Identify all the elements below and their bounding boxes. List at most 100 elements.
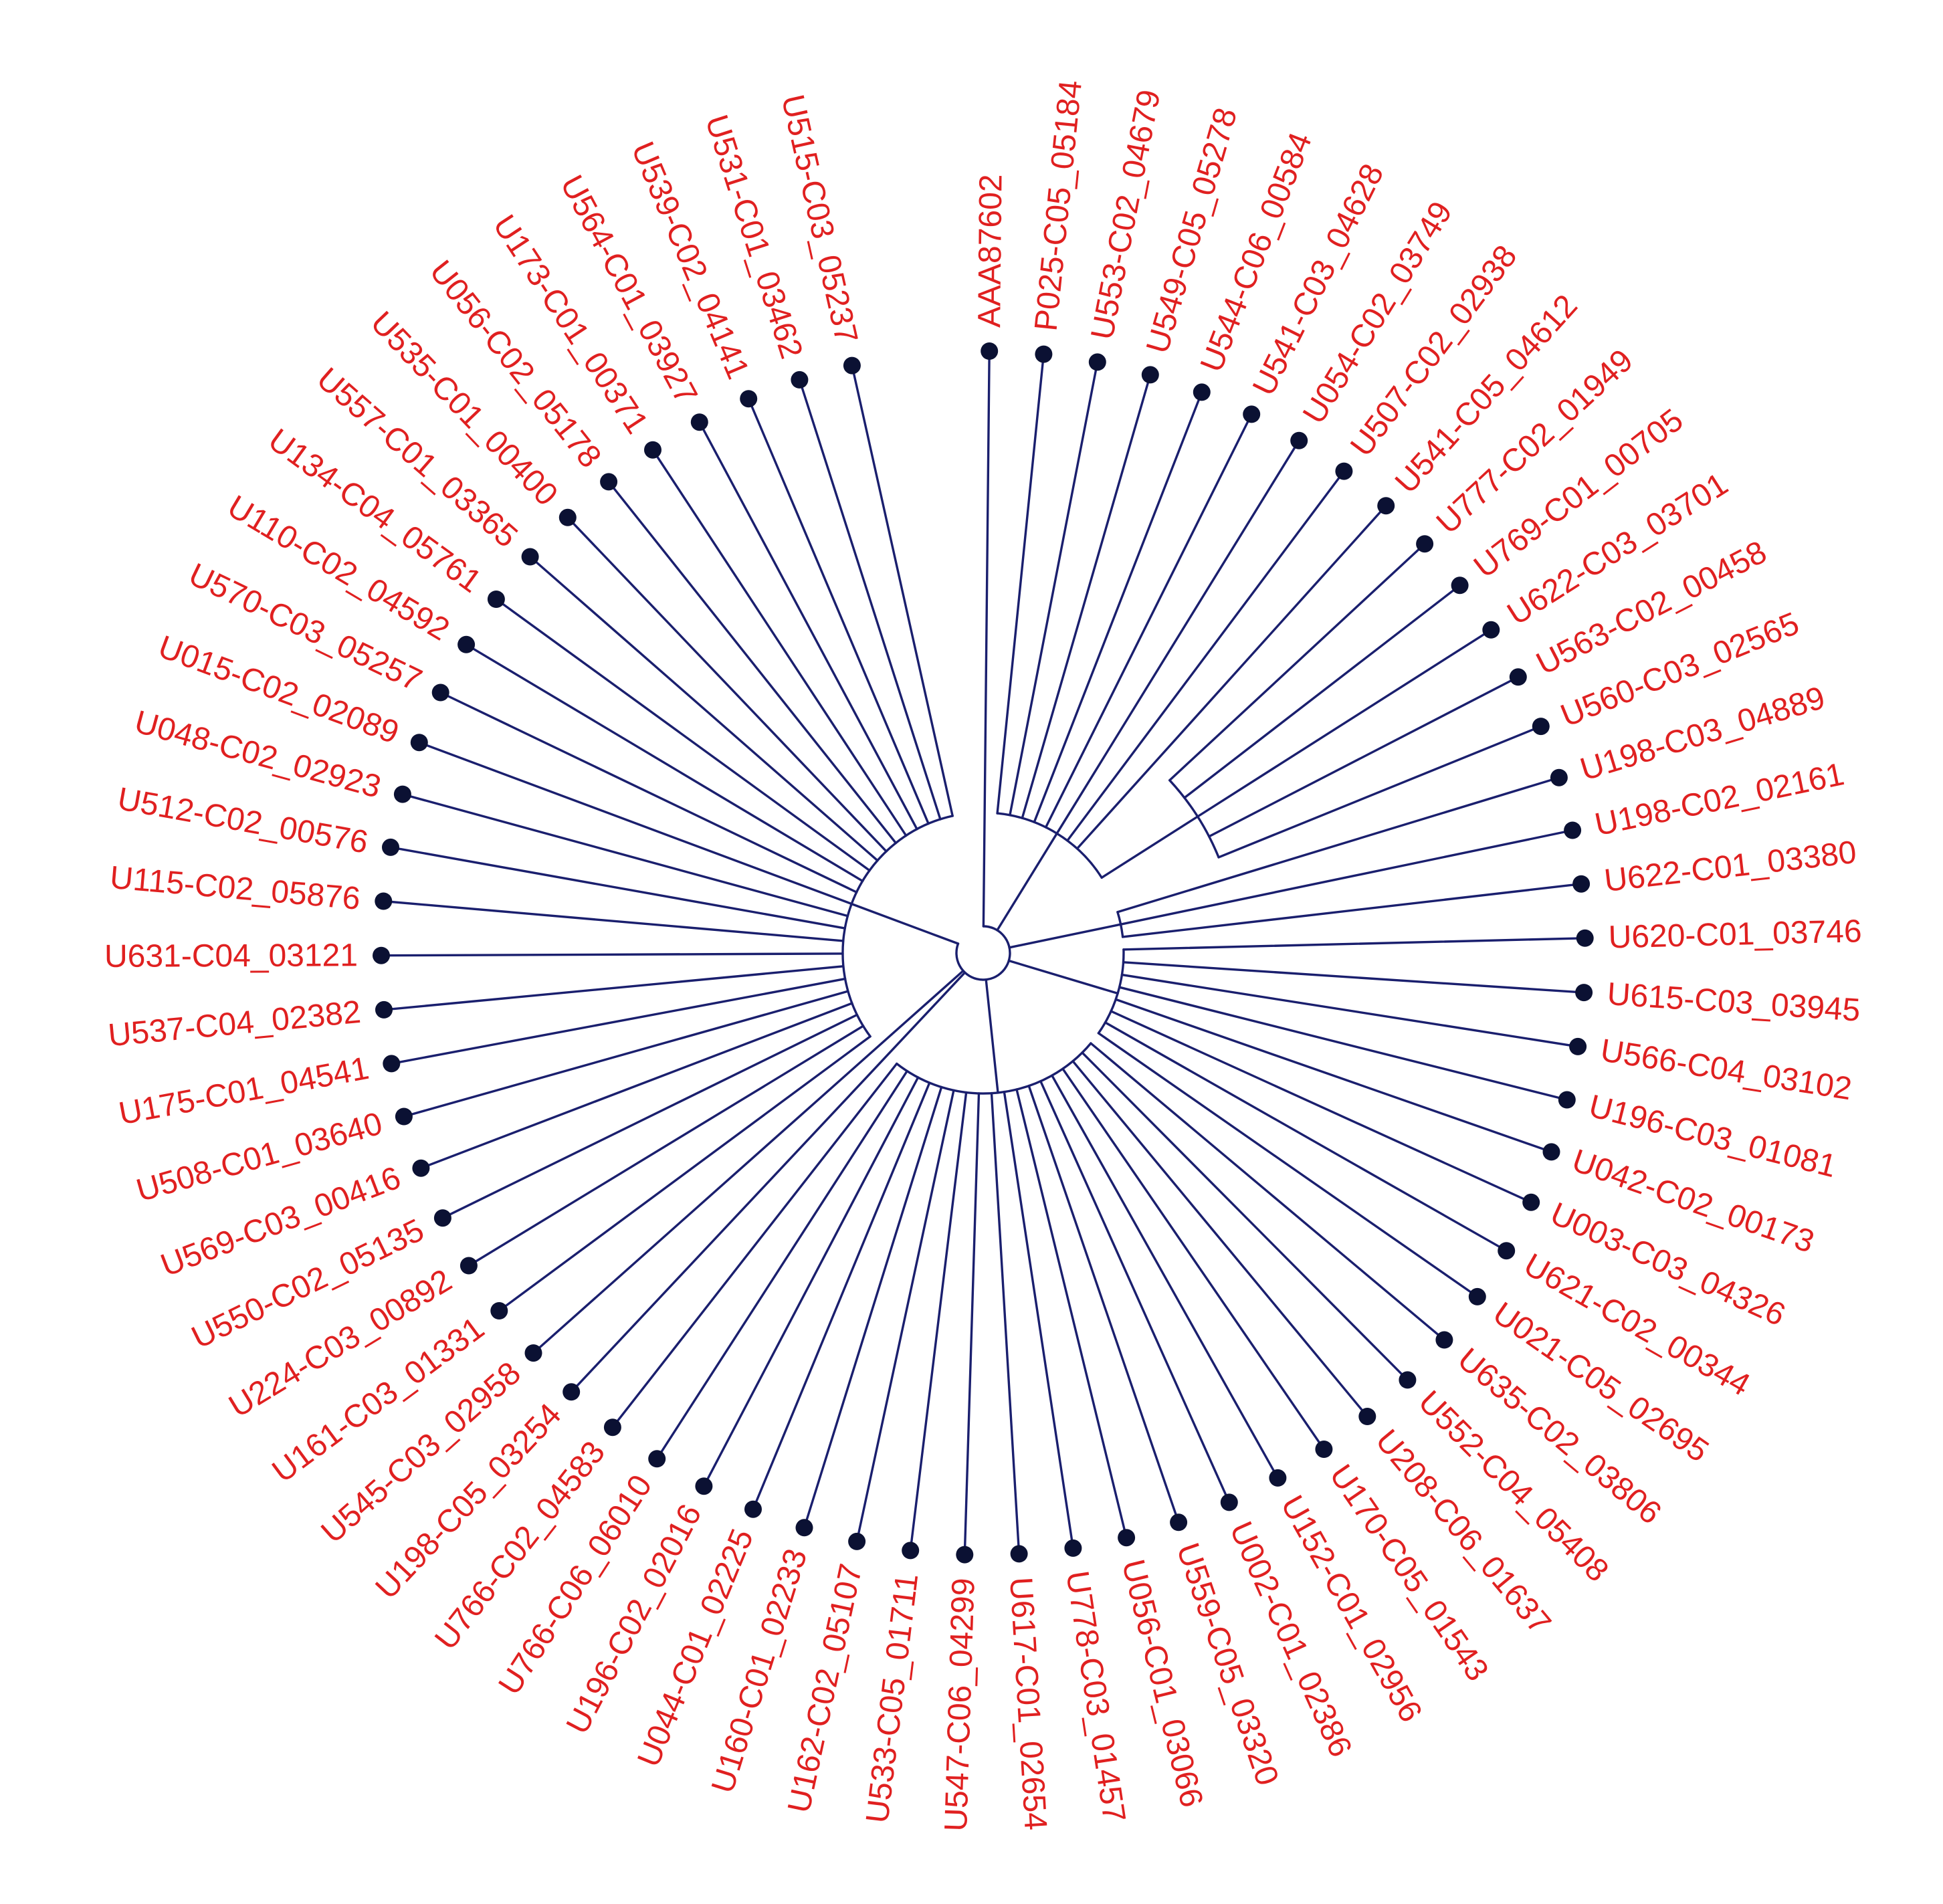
- branch-segment: [1003, 1090, 1075, 1550]
- branch-segment: [419, 1002, 853, 1170]
- branch-segment: [1196, 629, 1492, 818]
- branch-segment: [1097, 1032, 1479, 1298]
- tip-node: [457, 635, 476, 653]
- tip-label: U115-C02_05876: [108, 860, 362, 917]
- tip-label: U615-C03_03945: [1606, 976, 1861, 1029]
- tip-node: [648, 1450, 666, 1468]
- branch-segment: [418, 741, 853, 906]
- tip-node: [795, 1519, 813, 1537]
- branch-segment: [909, 1091, 968, 1552]
- branch-segment: [1183, 584, 1461, 799]
- tip-node: [1335, 462, 1353, 480]
- tip-label: P025-C05_05184: [1029, 79, 1089, 333]
- branch-segment: [1208, 675, 1520, 838]
- tip-node: [375, 1000, 393, 1019]
- branch-segment: [389, 846, 846, 930]
- branch-segment: [1081, 1051, 1409, 1382]
- clade-arc: [1097, 948, 1125, 1035]
- tip-label: U537-C04_02382: [106, 994, 362, 1053]
- branch-segment: [1066, 469, 1346, 842]
- tree-tips: [373, 342, 1594, 1564]
- tip-label: AAA87602: [972, 174, 1009, 328]
- root-arc: [955, 925, 1011, 981]
- tip-node: [843, 356, 861, 375]
- branch-segment: [1021, 373, 1152, 819]
- branch-segment: [380, 952, 844, 957]
- tip-node: [1193, 383, 1211, 401]
- branch-segment: [383, 965, 845, 1011]
- branch-segment: [1116, 776, 1560, 914]
- branch-segment: [1217, 725, 1542, 859]
- branch-segment: [698, 421, 918, 831]
- branch-segment: [1119, 829, 1574, 926]
- tip-node: [740, 390, 758, 408]
- branch-segment: [441, 1013, 859, 1219]
- branch-segment: [1061, 1067, 1326, 1451]
- branch-segment: [982, 350, 991, 928]
- tip-node: [375, 892, 393, 910]
- tip-node: [382, 838, 399, 856]
- tip-node: [644, 441, 661, 459]
- branch-segment: [702, 1076, 920, 1487]
- tip-node: [1170, 1513, 1188, 1531]
- tip-node: [603, 1418, 621, 1437]
- branch-segment: [567, 516, 888, 853]
- tip-node: [791, 371, 809, 389]
- tip-label: U778-C03_01457: [1059, 1569, 1132, 1825]
- tip-node: [459, 1257, 478, 1275]
- branch-segment: [850, 902, 960, 945]
- tip-node: [690, 413, 708, 431]
- tip-label: U566-C04_03102: [1598, 1033, 1854, 1107]
- branch-segment: [1120, 973, 1579, 1048]
- branch-segment: [1122, 937, 1587, 951]
- branch-segment: [851, 364, 954, 817]
- tip-node: [1358, 1408, 1376, 1425]
- branch-segment: [1071, 1060, 1368, 1418]
- tip-node: [1243, 405, 1261, 423]
- branch-segment: [1168, 542, 1426, 782]
- branch-segment: [495, 598, 871, 872]
- tip-node: [383, 1055, 401, 1073]
- branch-segment: [1015, 1088, 1128, 1539]
- branch-segment: [465, 643, 864, 883]
- tip-node: [487, 591, 505, 608]
- tip-node: [1088, 353, 1106, 371]
- branch-segment: [996, 352, 1045, 815]
- branch-segment: [532, 969, 964, 1354]
- tip-label: U622-C01_03380: [1603, 835, 1859, 899]
- branch-segment: [798, 379, 942, 821]
- branch-segment: [1100, 815, 1199, 879]
- branch-segment: [570, 971, 966, 1393]
- tip-node: [1482, 621, 1500, 639]
- tip-node: [433, 1209, 451, 1227]
- tip-node: [1569, 1037, 1587, 1055]
- tree-branches: [380, 350, 1587, 1556]
- branch-segment: [963, 1092, 981, 1556]
- branch-segment: [439, 691, 858, 893]
- branch-segment: [855, 1089, 955, 1543]
- branch-segment: [1090, 1042, 1446, 1342]
- branch-segment: [1009, 360, 1099, 817]
- tip-label: U631-C04_03121: [104, 938, 358, 974]
- tip-node: [902, 1542, 920, 1560]
- clade-arc: [896, 1042, 1092, 1095]
- branch-segment: [1118, 986, 1568, 1101]
- tip-node: [981, 342, 999, 360]
- tip-node: [558, 508, 577, 526]
- branch-segment: [1104, 1021, 1508, 1252]
- branch-segment: [996, 832, 1058, 932]
- tip-node: [1290, 431, 1308, 449]
- tip-label: U547-C06_04299: [938, 1578, 982, 1832]
- tip-node: [524, 1344, 542, 1362]
- branch-segment: [655, 1069, 908, 1460]
- tip-node: [1064, 1539, 1082, 1557]
- branch-segment: [985, 978, 999, 1094]
- tip-node: [373, 946, 390, 964]
- tip-node: [1522, 1193, 1540, 1211]
- tip-node: [1576, 929, 1594, 947]
- tip-node: [1220, 1493, 1238, 1511]
- branch-segment: [803, 1085, 943, 1529]
- tip-node: [1572, 875, 1591, 893]
- branch-segment: [1008, 923, 1122, 949]
